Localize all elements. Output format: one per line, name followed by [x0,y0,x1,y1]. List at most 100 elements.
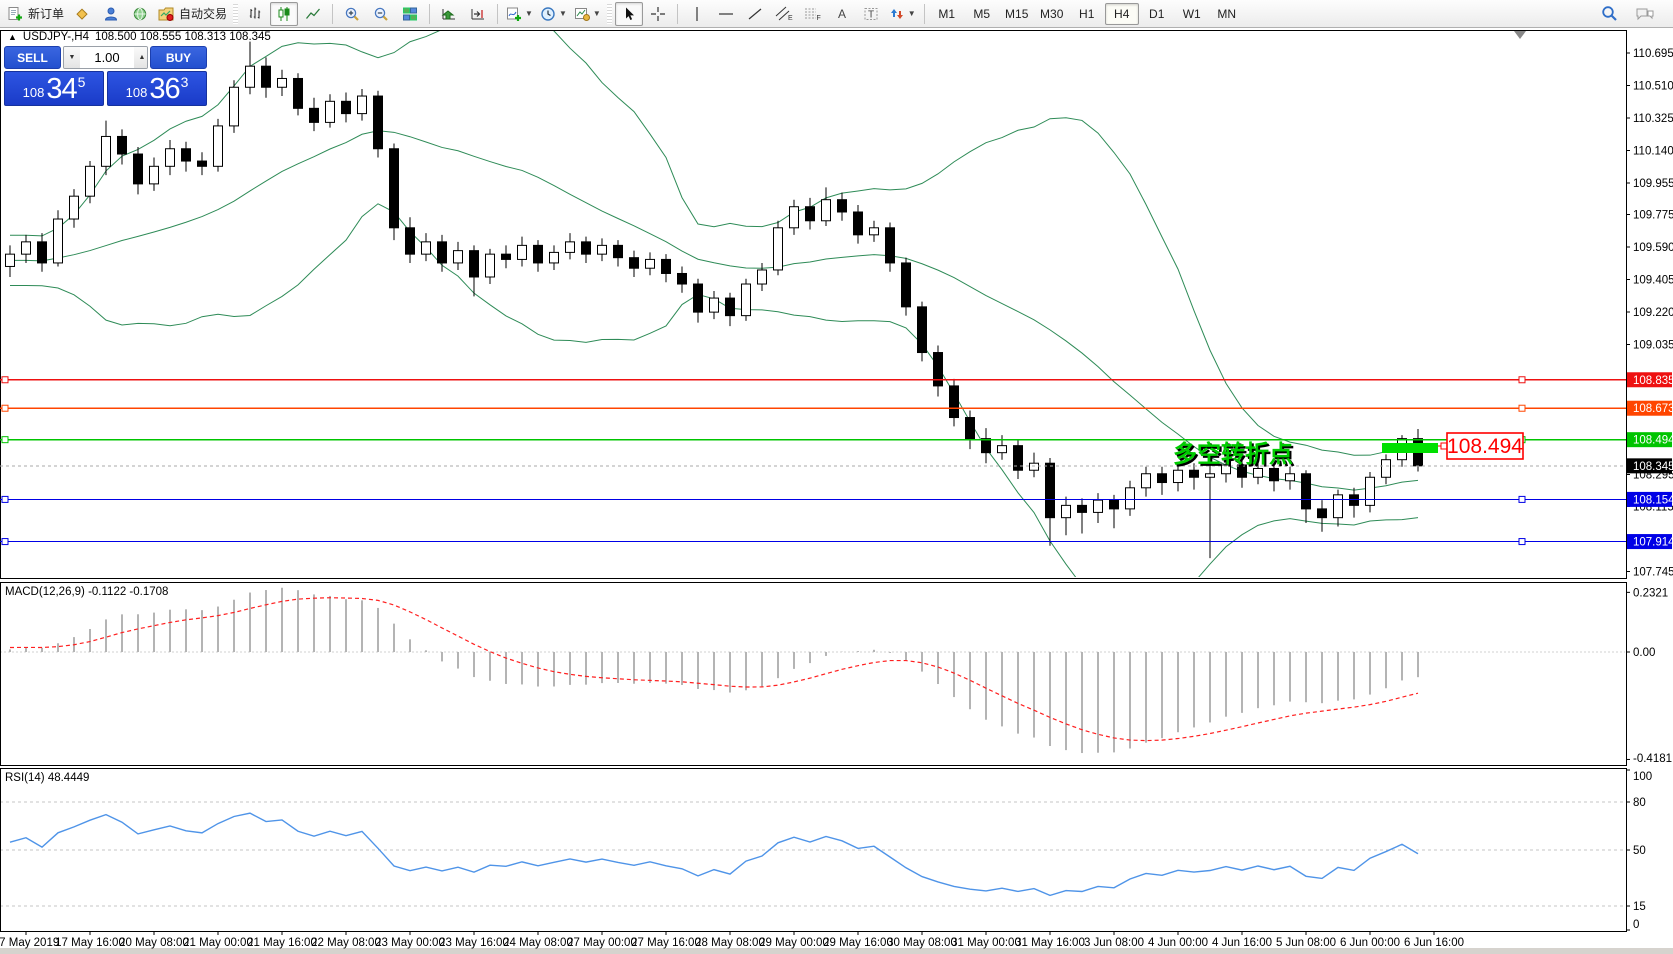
bar-chart-button[interactable] [241,2,269,26]
fibonacci-button[interactable]: F [799,2,827,26]
candlestick-chart-button[interactable] [270,1,299,26]
candle-body [981,438,991,454]
hline-handle [1,538,9,546]
time-axis-label: 23 May 00:00 [375,937,445,949]
candle-body [261,65,271,88]
candle-body [661,258,671,274]
sell-button[interactable]: SELL [4,46,61,69]
search-button[interactable] [1595,2,1623,26]
timeframe-m5-button[interactable]: M5 [973,6,991,21]
chat-icon [1636,8,1654,20]
chart-shift-button[interactable] [464,2,492,26]
time-axis-label: 5 Jun 08:00 [1276,937,1336,949]
timeframe-m30-button[interactable]: M30 [1040,6,1064,21]
rsi-axis-label: 100 [1633,771,1652,783]
news-button[interactable] [126,2,154,26]
timeframe-h1-button[interactable]: H1 [1079,6,1095,21]
sell-price-box[interactable]: 108 34 5 [4,71,104,106]
crosshair-button[interactable] [644,2,672,26]
autoscroll-button[interactable] [435,2,463,26]
text-button[interactable]: A [828,2,856,26]
toolbar-grip [606,3,612,24]
price-axis[interactable]: 110.695 110.510 110.325 110.140 109.955 109.7… [1514,30,1673,931]
timeframe-h4-button[interactable]: H4 [1104,2,1139,25]
candle-body [5,253,15,267]
buy-price-box[interactable]: 108 36 3 [107,71,207,106]
new-order-label: 新订单 [28,7,65,21]
candle-body [1205,473,1215,478]
buy-price-big-digits: 36 [149,73,180,105]
arrows-button[interactable]: ▼ [886,2,919,26]
volume-decrease-button[interactable]: ▼ [64,47,80,68]
candle-body [1269,467,1279,482]
price-badge-108.494 [1627,432,1672,448]
symbol-info-line: ▲ USDJPY-,H4 108.500 108.555 108.313 108… [8,31,271,43]
svg-text:T: T [868,9,874,20]
candle-body [197,160,207,167]
price-tick-label: 109.405 [1633,275,1673,287]
bid-price-badge [1627,458,1672,474]
candle-body [949,385,959,419]
hline-handle [1,436,9,444]
macd-axis-label: -0.4181 [1633,753,1672,765]
trendline-button[interactable] [741,2,769,26]
macd-axis-label: 0.2321 [1633,587,1668,599]
buy-button[interactable]: BUY [150,46,207,69]
candle-body [1285,473,1295,482]
metaeditor-icon [76,7,88,20]
main-pane [0,30,1627,579]
candle-body [821,199,831,222]
templates-button[interactable]: ▼ [571,2,604,26]
cursor-button[interactable] [614,1,643,26]
volume-input[interactable] [80,47,134,68]
price-badge-108.154-text: 108.154 [1633,494,1673,506]
hline-handle [1,404,9,412]
horizontal-line-button[interactable] [712,2,740,26]
chat-button[interactable] [1631,2,1659,26]
timeframe-m15-button[interactable]: M15 [1005,6,1029,21]
clock-icon [541,6,555,21]
candle-body [69,195,79,220]
autotrading-button[interactable]: 自动交易 [155,2,230,26]
timeframe-m1-button[interactable]: M1 [938,6,956,21]
highlight-rectangle[interactable] [1382,443,1438,453]
candle-body [677,272,687,285]
price-tick-label: 110.140 [1633,146,1673,158]
candle-body [1093,499,1103,513]
text-label-button[interactable]: T [857,2,885,26]
dropdown-arrow-icon: ▼ [907,9,916,18]
candle-body [149,165,159,185]
annotation-text[interactable]: 多空转折点 [1173,440,1293,468]
equidistant-channel-button[interactable]: E [770,2,798,26]
new-order-button[interactable]: 新订单 [4,2,67,26]
vertical-line-button[interactable] [683,2,711,26]
tile-windows-button[interactable] [396,2,424,26]
timeframe-d1-button[interactable]: D1 [1149,6,1165,21]
line-chart-button[interactable] [299,2,327,26]
price-badge-108.154 [1627,491,1672,507]
time-axis-label: 21 May 00:00 [183,937,253,949]
timeframe-w1-button[interactable]: W1 [1182,6,1201,21]
horizontal-lines[interactable] [0,376,1626,546]
bar-chart-icon [249,7,261,18]
svg-text:E: E [788,15,793,22]
timeframe-mn-button[interactable]: MN [1217,6,1237,21]
volume-increase-button[interactable]: ▲ [134,47,147,68]
candlestick-chart-icon [278,6,290,21]
price-callout-box[interactable] [1446,432,1524,460]
candle-body [901,262,911,308]
zoom-in-button[interactable] [338,2,366,26]
periods-button[interactable]: ▼ [537,2,570,26]
zoom-out-button[interactable] [367,2,395,26]
candle-body [1013,445,1023,471]
candle-body [53,218,63,264]
indicators-button[interactable]: ▼ [503,2,536,26]
sell-price-big-digits: 34 [46,73,77,105]
market-watch-button[interactable] [97,2,125,26]
svg-text:A: A [838,7,846,21]
metaeditor-button[interactable] [68,2,96,26]
